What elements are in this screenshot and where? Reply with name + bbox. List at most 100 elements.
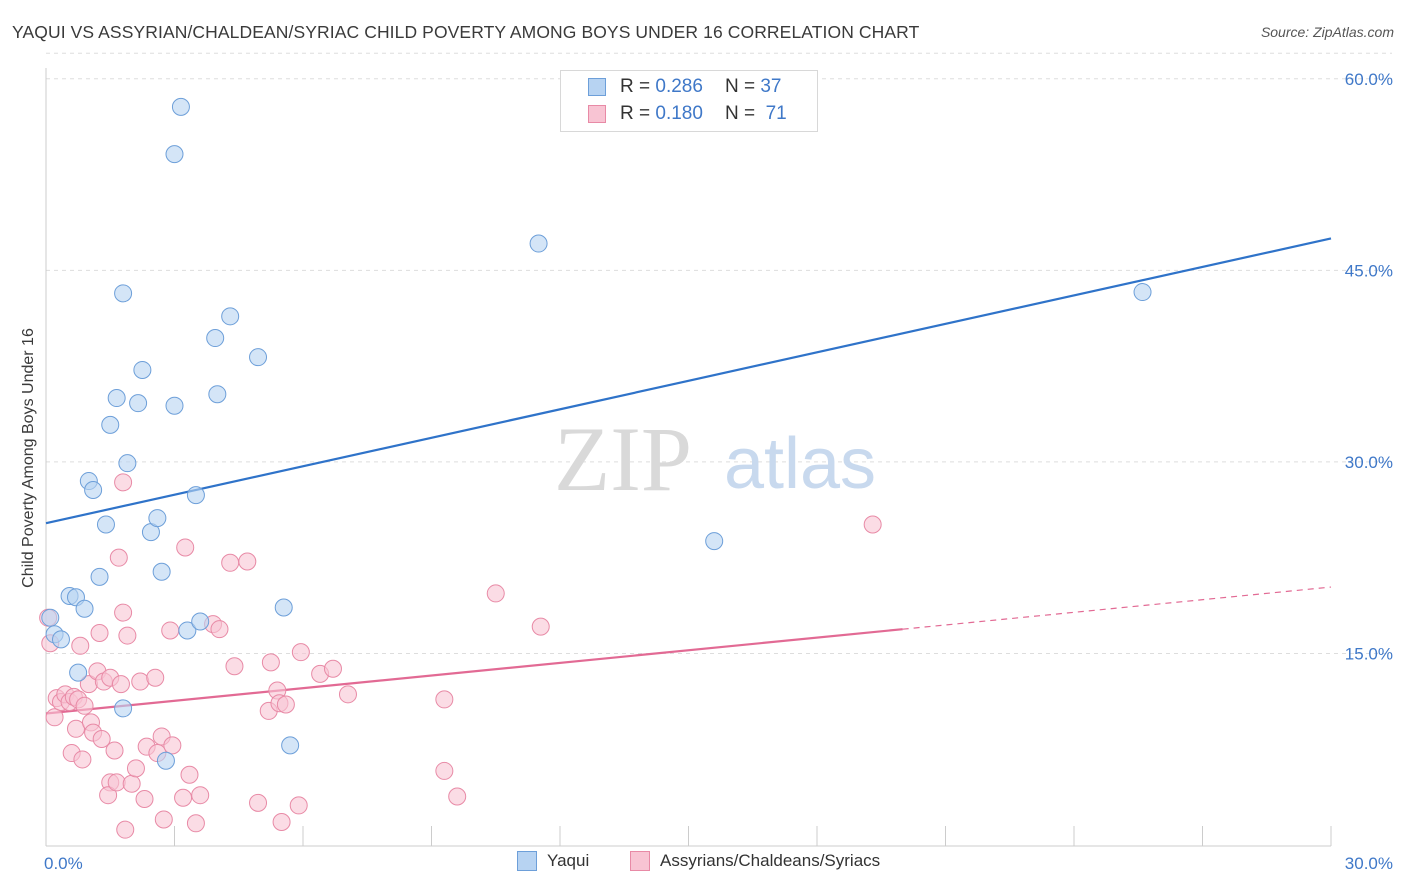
assyrian-point bbox=[71, 636, 90, 655]
assyrian-point bbox=[163, 736, 182, 755]
assyrian-point bbox=[161, 621, 180, 640]
assyrian-point bbox=[131, 672, 150, 691]
yaqui-point bbox=[133, 360, 152, 379]
source-credit: Source: ZipAtlas.com bbox=[1260, 24, 1394, 40]
assyrian-point bbox=[174, 788, 193, 807]
assyrian-point bbox=[323, 659, 342, 678]
yaqui-point bbox=[274, 598, 293, 617]
assyrian-point bbox=[238, 552, 257, 571]
y-tick-label: 30.0% bbox=[1345, 453, 1393, 472]
assyrian-point bbox=[45, 708, 64, 727]
yaqui-point bbox=[186, 486, 205, 505]
legend-item-assyrian[interactable]: Assyrians/Chaldeans/Syriacs bbox=[630, 851, 880, 871]
legend-r-label: R = bbox=[620, 103, 651, 124]
legend-n-label: N = bbox=[724, 76, 756, 97]
legend-r-value: 0.286 bbox=[655, 76, 703, 97]
assyrian-point bbox=[114, 473, 133, 492]
assyrian-point bbox=[186, 814, 205, 833]
assyrian-point bbox=[486, 584, 505, 603]
assyrian-point bbox=[221, 553, 240, 572]
yaqui-point bbox=[84, 480, 103, 499]
yaqui-point bbox=[705, 532, 724, 551]
assyrian-point bbox=[180, 765, 199, 784]
yaqui-point bbox=[171, 97, 190, 116]
assyrian-point bbox=[90, 624, 109, 643]
yaqui-point bbox=[208, 385, 227, 404]
yaqui-point bbox=[114, 284, 133, 303]
yaqui-point bbox=[191, 612, 210, 631]
assyrian-point bbox=[135, 790, 154, 809]
assyrian-point bbox=[75, 696, 94, 715]
watermark: ZIP atlas bbox=[554, 408, 876, 510]
assyrian-point bbox=[109, 548, 128, 567]
assyrian-point bbox=[435, 690, 454, 709]
assyrian-point bbox=[99, 786, 118, 805]
legend-r-label: R = bbox=[620, 76, 651, 97]
data-points bbox=[39, 97, 1152, 839]
legend-n-label: N = bbox=[724, 103, 756, 124]
yaqui-point bbox=[281, 736, 300, 755]
yaqui-point bbox=[152, 562, 171, 581]
assyrian-point bbox=[210, 620, 229, 639]
legend-item-yaqui[interactable]: Yaqui bbox=[517, 851, 589, 871]
yaqui-point bbox=[206, 329, 225, 348]
yaqui-point bbox=[156, 751, 175, 770]
yaqui-point bbox=[107, 389, 126, 408]
yaqui-point bbox=[178, 621, 197, 640]
yaqui-point bbox=[118, 454, 137, 473]
legend-r-value: 0.180 bbox=[655, 103, 703, 124]
yaqui-point bbox=[148, 509, 167, 528]
x-tick-label: 30.0% bbox=[1345, 854, 1393, 873]
assyrian-point bbox=[114, 603, 133, 622]
chart-title: YAQUI VS ASSYRIAN/CHALDEAN/SYRIAC CHILD … bbox=[12, 22, 920, 42]
legend-row-yaqui: R = 0.286 N = 37 bbox=[561, 74, 781, 100]
assyrian-trend-extension bbox=[902, 586, 1332, 630]
y-axis-label: Child Poverty Among Boys Under 16 bbox=[20, 328, 37, 588]
assyrian-point bbox=[126, 759, 145, 778]
series-legend: Yaqui Assyrians/Chaldeans/Syriacs bbox=[0, 851, 1406, 877]
tick-labels: 15.0% 30.0% 45.0% 60.0% 0.0% 30.0% bbox=[44, 70, 1393, 873]
assyrian-point bbox=[191, 786, 210, 805]
assyrian-point bbox=[116, 820, 135, 839]
assyrian-point bbox=[107, 773, 126, 792]
assyrian-point bbox=[863, 515, 882, 534]
assyrian-point bbox=[435, 761, 454, 780]
legend-swatch-pink bbox=[630, 851, 650, 871]
grid-lines bbox=[46, 52, 1392, 654]
assyrian-point bbox=[92, 730, 111, 749]
stats-legend: R = 0.286 N = 37 R = 0.180 N = 71 bbox=[560, 70, 818, 132]
legend-row-assyrian: R = 0.180 N = 71 bbox=[561, 101, 787, 127]
assyrian-point bbox=[122, 774, 141, 793]
assyrian-point bbox=[276, 695, 295, 714]
assyrian-point bbox=[146, 668, 165, 687]
y-tick-label: 45.0% bbox=[1345, 261, 1393, 280]
x-tick-label: 0.0% bbox=[44, 854, 83, 873]
assyrian-point bbox=[448, 787, 467, 806]
y-tick-label: 15.0% bbox=[1345, 644, 1393, 663]
assyrian-point bbox=[272, 813, 291, 832]
assyrian-trend-line bbox=[45, 628, 903, 715]
yaqui-point bbox=[221, 307, 240, 326]
yaqui-trend-line bbox=[45, 237, 1332, 525]
legend-n-value: 37 bbox=[760, 76, 782, 97]
assyrian-point bbox=[176, 538, 195, 557]
yaqui-point bbox=[249, 348, 268, 367]
assyrian-point bbox=[261, 653, 280, 672]
yaqui-point bbox=[96, 515, 115, 534]
legend-swatch-blue bbox=[588, 78, 606, 96]
watermark-atlas: atlas bbox=[724, 424, 876, 504]
assyrian-point bbox=[73, 750, 92, 769]
yaqui-point bbox=[529, 234, 548, 253]
yaqui-point bbox=[101, 415, 120, 434]
yaqui-point bbox=[129, 394, 148, 413]
legend-swatch-pink bbox=[588, 105, 606, 123]
assyrian-point bbox=[111, 675, 130, 694]
legend-swatch-blue bbox=[517, 851, 537, 871]
assyrian-point bbox=[289, 796, 308, 815]
yaqui-point bbox=[51, 630, 70, 649]
assyrian-point bbox=[225, 657, 244, 676]
yaqui-point bbox=[1133, 283, 1152, 302]
yaqui-point bbox=[90, 567, 109, 586]
assyrian-point bbox=[118, 626, 137, 645]
assyrian-point bbox=[154, 810, 173, 829]
